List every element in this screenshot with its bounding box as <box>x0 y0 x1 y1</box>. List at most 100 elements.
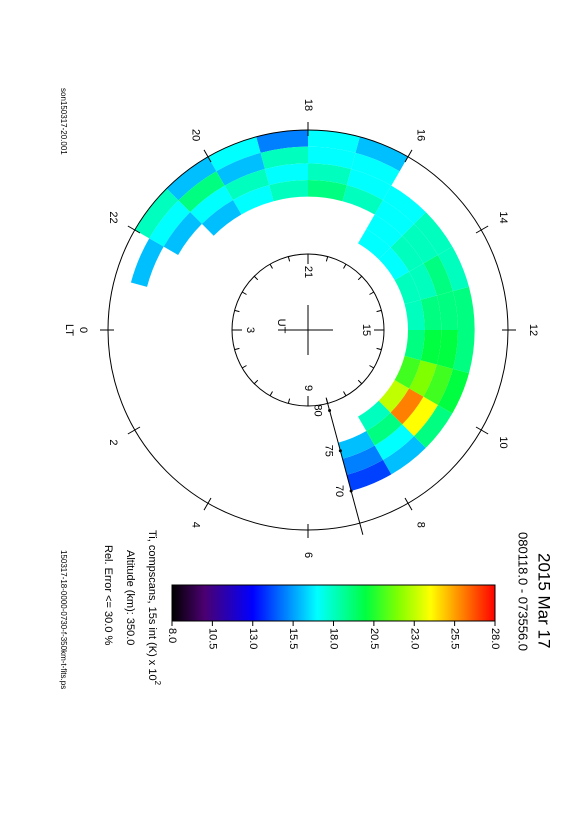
cell <box>178 171 225 213</box>
cell <box>378 380 410 413</box>
cell <box>378 247 410 280</box>
cell <box>358 400 391 432</box>
cell <box>374 200 415 236</box>
cell <box>436 291 458 330</box>
ut-minor-tick <box>357 275 363 281</box>
ut-minor-tick <box>325 398 329 404</box>
ut-minor-tick <box>343 263 347 269</box>
ut-label: UT <box>275 319 287 334</box>
lat-tick <box>328 408 332 412</box>
cell <box>452 330 475 374</box>
meridian <box>325 397 364 535</box>
colorbar-tick-label: 23.0 <box>408 628 420 649</box>
cell <box>409 360 437 397</box>
lt-tick-label: 20 <box>190 129 202 141</box>
cell <box>224 169 270 201</box>
cell <box>437 368 469 414</box>
file-name: 150317-18-0000-0730-f-350km-t-fits.ps <box>59 550 68 689</box>
cell <box>308 180 347 202</box>
lt-tick-label: 14 <box>497 211 509 223</box>
colorbar <box>171 584 496 622</box>
lat-tick-label: 80 <box>312 404 324 416</box>
ut-minor-tick <box>241 365 247 369</box>
altitude: Altitude (km): 350.0 <box>124 550 136 645</box>
cell <box>402 223 438 264</box>
lt-tick-label: 0 <box>77 327 89 333</box>
colorbar-tick-label: 18.0 <box>328 628 340 649</box>
ut-minor-tick <box>325 256 329 262</box>
cell <box>420 295 442 330</box>
lt-tick-label: 6 <box>302 552 314 558</box>
cell <box>409 263 437 300</box>
cell <box>404 330 425 361</box>
cell <box>233 185 274 215</box>
lt-tick <box>404 149 413 163</box>
subtitle: 080118.0 - 073556.0 <box>516 532 531 651</box>
cell <box>374 424 415 460</box>
cell <box>342 185 383 215</box>
cell <box>264 163 308 186</box>
lt-tick-label: 22 <box>107 211 119 223</box>
ut-tick-label: 9 <box>302 385 314 391</box>
cell <box>166 156 217 201</box>
colorbar-label: Ti, compscans, 15s int (K) x 102 <box>146 530 162 686</box>
cell <box>366 412 403 446</box>
ut-minor-tick <box>376 309 382 313</box>
lt-tick-label: 2 <box>107 439 119 445</box>
ut-tick-label: 15 <box>360 324 372 336</box>
cell <box>346 459 392 491</box>
cell <box>351 152 400 186</box>
lt-tick-label: 8 <box>415 522 427 528</box>
lat-tick-label: 75 <box>322 445 334 457</box>
lt-tick-label: 12 <box>527 324 539 336</box>
ut-minor-tick <box>369 365 375 369</box>
cell <box>402 396 438 437</box>
ut-minor-tick <box>253 379 259 385</box>
cell <box>358 228 391 260</box>
cell <box>414 212 453 255</box>
colorbar-tick-label: 15.5 <box>287 628 299 649</box>
cell <box>308 146 356 170</box>
colorbar-tick-label: 28.0 <box>489 628 501 649</box>
cell <box>260 146 308 170</box>
cell <box>414 405 453 448</box>
cell <box>355 136 408 172</box>
ut-minor-tick <box>287 256 291 262</box>
lt-tick-label: 10 <box>497 436 509 448</box>
ut-minor-tick <box>234 309 240 313</box>
colorbar-label-text: Ti, compscans, 15s int (K) x 10 <box>146 530 158 681</box>
colorbar-tick-label: 25.5 <box>449 628 461 649</box>
cell <box>256 130 308 153</box>
ut-minor-tick <box>343 391 347 397</box>
ut-minor-tick <box>357 379 363 385</box>
cell <box>436 330 458 369</box>
lt-tick <box>203 149 212 163</box>
error: Rel. Error <= 30.0 % <box>102 545 114 645</box>
colorbar-tick-label: 8.0 <box>166 628 178 643</box>
lt-label: LT <box>63 324 75 336</box>
cell <box>269 180 308 202</box>
lat-tick <box>349 489 353 493</box>
cell <box>130 238 164 287</box>
lt-tick <box>475 225 489 234</box>
cell <box>134 188 179 239</box>
ut-minor-tick <box>376 347 382 351</box>
ut-minor-tick <box>269 391 273 397</box>
cell <box>390 388 424 425</box>
ut-minor-tick <box>287 398 291 404</box>
cell <box>383 185 426 224</box>
ut-minor-tick <box>253 275 259 281</box>
cell <box>420 330 442 365</box>
lt-tick <box>127 426 141 435</box>
colorbar-tick-label: 20.5 <box>368 628 380 649</box>
ut-minor-tick <box>269 263 273 269</box>
ut-minor-tick <box>241 291 247 295</box>
cell <box>342 445 383 475</box>
colorbar-label-sup: 2 <box>153 681 162 686</box>
cell <box>208 136 261 172</box>
cell <box>437 246 469 292</box>
cell <box>390 235 424 272</box>
cell <box>308 130 360 153</box>
